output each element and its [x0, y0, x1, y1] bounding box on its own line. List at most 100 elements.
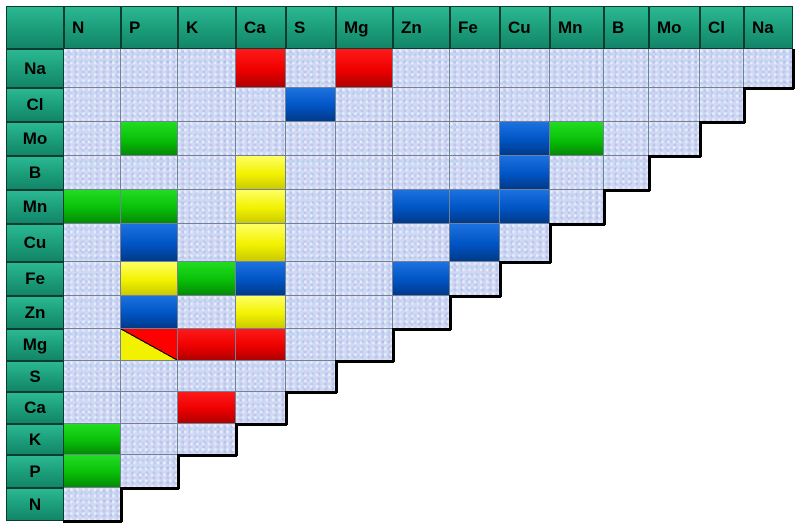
cell-mn-p [121, 190, 178, 224]
cell-fe-k [178, 262, 236, 296]
cell-mn-mn [550, 190, 604, 224]
cell-b-fe [450, 156, 500, 190]
stair-edge-horizontal [648, 155, 701, 158]
cell-fe-zn [393, 262, 450, 296]
cell-na-mo [649, 49, 700, 88]
cell-mg-s [286, 329, 336, 361]
cell-mo-mn [550, 122, 604, 156]
stair-edge-horizontal [285, 391, 337, 394]
cell-na-n [64, 49, 121, 88]
cell-na-k [178, 49, 236, 88]
row-header-mn: Mn [6, 190, 64, 224]
stair-edge-vertical [177, 455, 180, 489]
stair-edge-horizontal [699, 121, 745, 124]
cell-mo-p [121, 122, 178, 156]
column-header-s: S [286, 6, 336, 49]
cell-cu-fe [450, 224, 500, 262]
cell-cl-s [286, 88, 336, 122]
cell-cl-ca [236, 88, 286, 122]
cell-fe-s [286, 262, 336, 296]
cell-mn-s [286, 190, 336, 224]
cell-s-k [178, 361, 236, 392]
cell-cl-fe [450, 88, 500, 122]
stair-edge-vertical [792, 49, 795, 89]
column-header-na: Na [744, 6, 793, 49]
cell-cu-k [178, 224, 236, 262]
row-header-ca: Ca [6, 392, 64, 424]
stair-edge-vertical [603, 190, 606, 225]
cell-mn-zn [393, 190, 450, 224]
cell-cl-cu [500, 88, 550, 122]
stair-edge-vertical [648, 156, 651, 191]
stair-edge-vertical [120, 488, 123, 522]
cell-mg-mg [336, 329, 393, 361]
cell-mg-n [64, 329, 121, 361]
stair-edge-vertical [235, 424, 238, 456]
column-header-n: N [64, 6, 121, 49]
cell-na-s [286, 49, 336, 88]
cell-ca-ca [236, 392, 286, 424]
stair-edge-horizontal [335, 360, 394, 363]
corner-header [6, 6, 64, 49]
cell-na-mg [336, 49, 393, 88]
cell-mo-n [64, 122, 121, 156]
column-header-cu: Cu [500, 6, 550, 49]
cell-n-n [64, 488, 121, 521]
cell-mg-p [121, 329, 178, 361]
cell-zn-p [121, 296, 178, 329]
cell-cl-mo [649, 88, 700, 122]
cell-ca-k [178, 392, 236, 424]
stair-edge-horizontal [63, 520, 122, 523]
cell-na-b [604, 49, 649, 88]
cell-fe-ca [236, 262, 286, 296]
cell-cu-n [64, 224, 121, 262]
cell-s-p [121, 361, 178, 392]
cell-mo-k [178, 122, 236, 156]
cell-ca-p [121, 392, 178, 424]
cell-fe-p [121, 262, 178, 296]
row-header-mg: Mg [6, 329, 64, 361]
cell-mo-b [604, 122, 649, 156]
column-header-ca: Ca [236, 6, 286, 49]
row-header-n: N [6, 488, 64, 521]
cell-b-mn [550, 156, 604, 190]
cell-na-ca [236, 49, 286, 88]
cell-fe-mg [336, 262, 393, 296]
cell-cl-mn [550, 88, 604, 122]
cell-zn-k [178, 296, 236, 329]
cell-mo-s [286, 122, 336, 156]
stair-edge-horizontal [603, 189, 650, 192]
column-header-mo: Mo [649, 6, 700, 49]
cell-cu-cu [500, 224, 550, 262]
stair-edge-vertical [285, 392, 288, 425]
cell-zn-mg [336, 296, 393, 329]
row-header-cl: Cl [6, 88, 64, 122]
stair-edge-vertical [549, 224, 552, 263]
cell-cl-n [64, 88, 121, 122]
cell-mn-fe [450, 190, 500, 224]
column-header-mn: Mn [550, 6, 604, 49]
cell-na-cl [700, 49, 744, 88]
cell-p-p [121, 455, 178, 488]
column-header-fe: Fe [450, 6, 500, 49]
stair-edge-vertical [392, 329, 395, 362]
stair-edge-horizontal [743, 87, 794, 90]
column-header-cl: Cl [700, 6, 744, 49]
cell-na-cu [500, 49, 550, 88]
cell-k-n [64, 424, 121, 455]
column-header-zn: Zn [393, 6, 450, 49]
cell-na-zn [393, 49, 450, 88]
cell-na-fe [450, 49, 500, 88]
cell-b-n [64, 156, 121, 190]
cell-b-cu [500, 156, 550, 190]
cell-mo-ca [236, 122, 286, 156]
row-header-p: P [6, 455, 64, 488]
cell-cu-mg [336, 224, 393, 262]
stair-edge-vertical [449, 296, 452, 330]
cell-b-zn [393, 156, 450, 190]
cell-ca-n [64, 392, 121, 424]
cell-cl-k [178, 88, 236, 122]
stair-edge-horizontal [235, 423, 287, 426]
cell-mo-mg [336, 122, 393, 156]
